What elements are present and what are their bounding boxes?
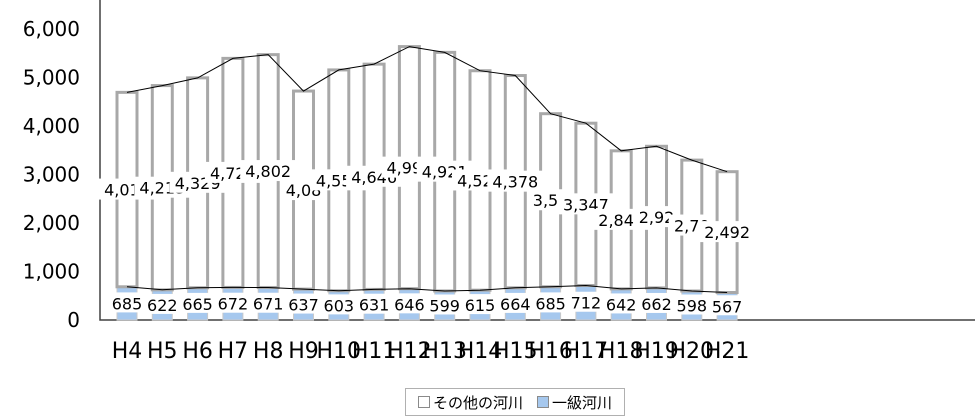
- x-tick-label: H16: [528, 339, 573, 364]
- data-label-class-a-rivers: 646: [394, 295, 425, 314]
- data-label-other-rivers: 4,378: [492, 173, 538, 192]
- x-tick-label: H14: [458, 339, 503, 364]
- x-tick-label: H4: [112, 339, 143, 364]
- y-tick-label: 2,000: [23, 211, 80, 235]
- data-label-class-a-rivers: 672: [218, 295, 249, 314]
- data-label-bg-other-rivers: [487, 170, 544, 192]
- data-label-class-a-rivers: 671: [253, 295, 284, 314]
- data-label-bg-other-rivers: [699, 221, 756, 243]
- data-label-class-a-rivers: 685: [112, 294, 143, 313]
- data-label-class-a-rivers: 665: [182, 295, 213, 314]
- plot-area: 6854,0106224,2136654,3296724,7246714,802…: [99, 0, 975, 321]
- x-tick-label: H8: [253, 339, 284, 364]
- data-label-bg-class-a-rivers: [498, 292, 533, 313]
- x-axis: H4 H5 H6 H7 H8 H9H10H11H12H13H14H15H16H17H18H…: [112, 339, 750, 364]
- legend-label-other-rivers: その他の河川: [433, 393, 524, 412]
- y-tick-label: 0: [67, 308, 80, 332]
- x-tick-label: H5: [147, 339, 178, 364]
- x-tick-label: H10: [317, 339, 362, 364]
- data-label-class-a-rivers: 631: [359, 296, 390, 315]
- data-label-class-a-rivers: 598: [677, 297, 708, 316]
- data-label-class-a-rivers: 637: [288, 296, 319, 315]
- data-label-class-a-rivers: 622: [147, 296, 178, 315]
- legend: その他の河川 一級河川: [405, 388, 626, 416]
- y-axis: 0 1,000 2,000 3,000 4,000 5,000 6,000: [23, 17, 80, 332]
- series-line-total: [126, 46, 728, 173]
- data-label-bg-class-a-rivers: [215, 292, 250, 313]
- data-label-bg-class-a-rivers: [392, 293, 427, 314]
- x-tick-label: H18: [599, 339, 644, 364]
- data-label-bg-class-a-rivers: [180, 292, 215, 313]
- data-label-class-a-rivers: 712: [571, 294, 602, 313]
- data-label-class-a-rivers: 685: [535, 294, 566, 313]
- data-label-bg-class-a-rivers: [321, 294, 356, 315]
- data-label-bg-class-a-rivers: [427, 294, 462, 315]
- data-label-bg-class-a-rivers: [674, 294, 709, 315]
- x-tick-label: H20: [670, 339, 715, 364]
- data-label-bg-class-a-rivers: [568, 291, 603, 312]
- x-tick-label: H13: [422, 339, 467, 364]
- data-label-bg-class-a-rivers: [145, 293, 180, 314]
- data-label-class-a-rivers: 664: [500, 295, 531, 314]
- data-label-class-a-rivers: 599: [429, 296, 460, 315]
- data-label-other-rivers: 2,92: [639, 208, 675, 227]
- y-tick-label: 3,000: [23, 163, 80, 187]
- data-label-bg-class-a-rivers: [639, 292, 674, 313]
- legend-swatch-class-a-rivers: [537, 396, 550, 408]
- x-tick-label: H19: [634, 339, 679, 364]
- x-tick-label: H21: [705, 339, 750, 364]
- x-tick-label: H15: [493, 339, 538, 364]
- data-label-bg-class-a-rivers: [533, 292, 568, 313]
- data-label-bg-class-a-rivers: [357, 293, 392, 314]
- legend-label-class-a-rivers: 一級河川: [552, 393, 613, 412]
- y-tick-label: 6,000: [23, 17, 80, 41]
- data-label-class-a-rivers: 642: [606, 295, 637, 314]
- legend-item-class-a-rivers: 一級河川: [537, 392, 612, 413]
- data-label-other-rivers: 2,492: [704, 223, 750, 242]
- data-label-bg-class-a-rivers: [110, 292, 144, 313]
- y-tick-label: 4,000: [23, 114, 80, 138]
- data-label-class-a-rivers: 603: [324, 296, 355, 315]
- data-label-other-rivers: 2,847: [598, 211, 644, 230]
- x-tick-label: H17: [564, 339, 609, 364]
- data-label-bg-class-a-rivers: [604, 293, 639, 314]
- x-tick-label: H7: [218, 339, 249, 364]
- data-label-bg-class-a-rivers: [710, 295, 745, 316]
- x-tick-label: H11: [352, 339, 397, 364]
- data-label-bg-class-a-rivers: [463, 294, 497, 315]
- data-label-bg-class-a-rivers: [251, 292, 286, 313]
- data-label-class-a-rivers: 567: [712, 297, 743, 316]
- legend-swatch-other-rivers: [418, 396, 430, 408]
- legend-item-other-rivers: その他の河川: [418, 392, 523, 413]
- data-label-bg-other-rivers: [240, 160, 297, 182]
- y-tick-label: 5,000: [23, 66, 80, 90]
- series-line-class-a-rivers: [126, 284, 728, 293]
- y-tick-label: 1,000: [23, 260, 80, 284]
- data-label-class-a-rivers: 615: [465, 296, 496, 315]
- data-label-class-a-rivers: 662: [641, 295, 672, 314]
- x-tick-label: H9: [288, 339, 319, 364]
- plot-frame: [99, 0, 975, 321]
- data-label-other-rivers: 4,802: [245, 162, 291, 181]
- data-label-bg-other-rivers: [633, 206, 680, 228]
- x-tick-label: H6: [182, 339, 213, 364]
- x-tick-label: H12: [387, 339, 432, 364]
- data-label-bg-class-a-rivers: [286, 293, 321, 314]
